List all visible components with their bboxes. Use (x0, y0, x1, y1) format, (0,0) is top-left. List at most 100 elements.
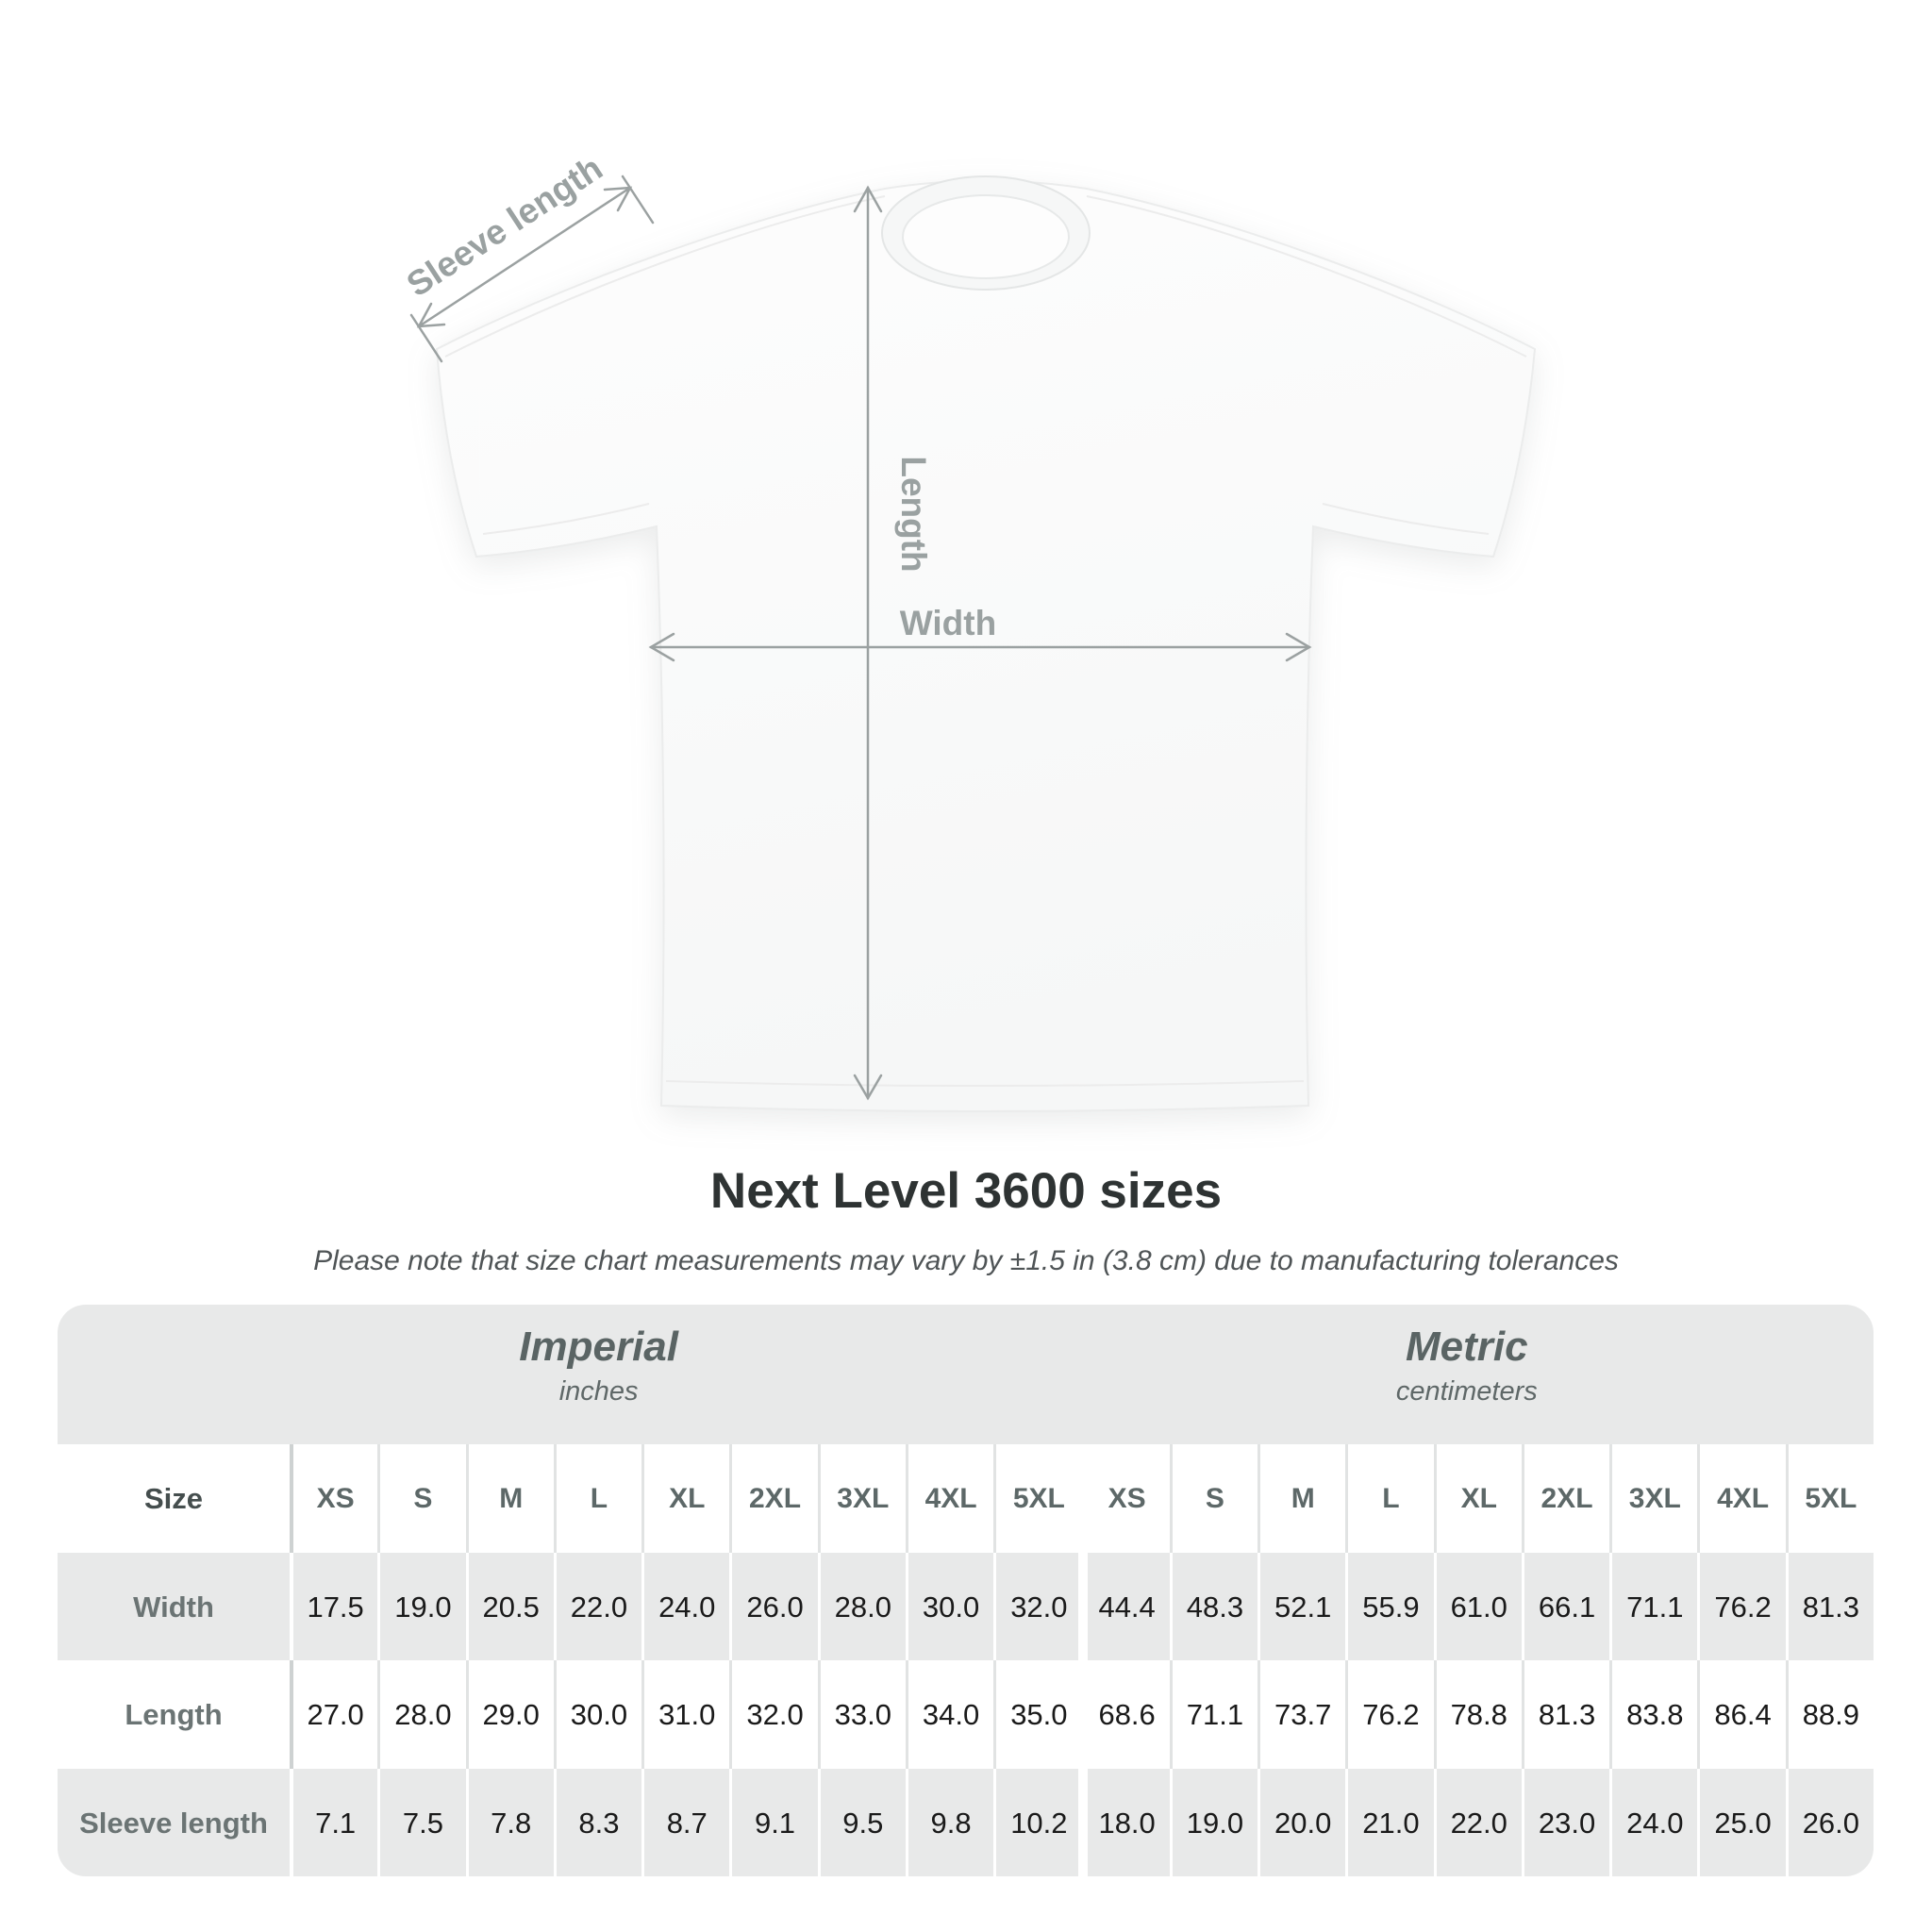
cell: 44.4 (1098, 1590, 1156, 1624)
cell: 28.0 (817, 1553, 906, 1660)
cell: 73.7 (1257, 1660, 1345, 1769)
cell: 22.0 (1433, 1769, 1522, 1876)
size-col-header: XS (290, 1444, 377, 1553)
cell: 31.0 (641, 1660, 729, 1769)
cell: 20.0 (1257, 1769, 1345, 1876)
cell: 27.0 (290, 1660, 377, 1769)
cell: 10.2 (993, 1769, 1081, 1876)
cell: 24.0 (1609, 1769, 1697, 1876)
unit-group-header: Imperial inches Metric centimeters (58, 1305, 1874, 1444)
cell: 22.0 (553, 1553, 641, 1660)
table-row-sizes: Size XS S M L XL 2XL 3XL 4XL 5XL XS S M … (58, 1444, 1874, 1553)
width-label: Width (900, 604, 996, 642)
tshirt-graphic (435, 175, 1537, 1112)
cell: 71.1 (1609, 1553, 1697, 1660)
size-col-header: 2XL (729, 1444, 817, 1553)
size-table: Imperial inches Metric centimeters Size … (58, 1305, 1874, 1876)
cell: 20.5 (465, 1553, 554, 1660)
sleeve-length-arrow (409, 175, 655, 363)
cell: 9.8 (905, 1769, 993, 1876)
size-col-header: S (377, 1444, 465, 1553)
size-col-header: S (1169, 1444, 1257, 1553)
cell: 61.0 (1433, 1553, 1522, 1660)
cell: 55.9 (1345, 1553, 1433, 1660)
unit-group-metric: Metric centimeters (1396, 1324, 1538, 1407)
row-label-length: Length (125, 1698, 223, 1731)
size-col-header: 4XL (1697, 1444, 1785, 1553)
table-row-length: Length 27.0 28.0 29.0 30.0 31.0 32.0 33.… (58, 1660, 1874, 1769)
cell: 9.5 (817, 1769, 906, 1876)
size-col-header: XS (1108, 1482, 1146, 1514)
cell: 7.5 (377, 1769, 465, 1876)
cell: 8.7 (641, 1769, 729, 1876)
cell: 32.0 (993, 1553, 1081, 1660)
cell: 19.0 (1169, 1769, 1257, 1876)
cell: 68.6 (1098, 1698, 1156, 1731)
cell: 78.8 (1433, 1660, 1522, 1769)
cell: 8.3 (553, 1769, 641, 1876)
cell: 26.0 (1785, 1769, 1874, 1876)
cell: 71.1 (1169, 1660, 1257, 1769)
cell: 35.0 (993, 1660, 1081, 1769)
size-col-header: L (553, 1444, 641, 1553)
table-row-width: Width 17.5 19.0 20.5 22.0 24.0 26.0 28.0… (58, 1553, 1874, 1660)
size-col-header: XL (641, 1444, 729, 1553)
cell: 19.0 (377, 1553, 465, 1660)
collar-inner (902, 194, 1070, 279)
cell: 33.0 (817, 1660, 906, 1769)
cell: 7.1 (290, 1769, 377, 1876)
cell: 24.0 (641, 1553, 729, 1660)
cell: 23.0 (1521, 1769, 1609, 1876)
size-col-header: M (465, 1444, 554, 1553)
size-header-label: Size (143, 1482, 204, 1515)
size-col-header: L (1345, 1444, 1433, 1553)
imperial-unit: inches (558, 1376, 639, 1407)
length-label: Length (894, 456, 933, 572)
cell: 76.2 (1697, 1553, 1785, 1660)
cell: 30.0 (553, 1660, 641, 1769)
cell: 48.3 (1169, 1553, 1257, 1660)
seam-lines (444, 195, 1527, 1087)
cell: 88.9 (1785, 1660, 1874, 1769)
metric-heading: Metric (1405, 1324, 1528, 1370)
tolerance-note: Please note that size chart measurements… (313, 1245, 1619, 1276)
cell: 17.5 (290, 1553, 377, 1660)
cell: 21.0 (1345, 1769, 1433, 1876)
width-arrow (648, 632, 1312, 662)
cell: 7.8 (465, 1769, 554, 1876)
cell: 86.4 (1697, 1660, 1785, 1769)
length-arrow (853, 185, 883, 1101)
cell: 52.1 (1257, 1553, 1345, 1660)
cell: 30.0 (905, 1553, 993, 1660)
imperial-heading: Imperial (519, 1324, 679, 1370)
cell: 81.3 (1521, 1660, 1609, 1769)
metric-unit: centimeters (1395, 1376, 1538, 1407)
cell: 28.0 (377, 1660, 465, 1769)
cell: 9.1 (729, 1769, 817, 1876)
size-col-header: 4XL (905, 1444, 993, 1553)
cell: 29.0 (465, 1660, 554, 1769)
tshirt-diagram: Width Length Sleeve length (400, 148, 1537, 1112)
cell: 26.0 (729, 1553, 817, 1660)
measurement-arrows (409, 175, 1312, 1101)
size-col-header: XL (1433, 1444, 1522, 1553)
size-col-header: 2XL (1521, 1444, 1609, 1553)
imperial-metric-divider (1078, 1444, 1088, 1876)
row-label-width: Width (133, 1590, 214, 1624)
unit-group-imperial: Imperial inches (519, 1324, 678, 1407)
cell: 66.1 (1521, 1553, 1609, 1660)
sleeve-length-label: Sleeve length (400, 148, 609, 304)
cell: 76.2 (1345, 1660, 1433, 1769)
cell: 25.0 (1697, 1769, 1785, 1876)
size-col-header: 5XL (1785, 1444, 1874, 1553)
size-col-header: 3XL (1609, 1444, 1697, 1553)
cell: 32.0 (729, 1660, 817, 1769)
table-row-sleeve-length: Sleeve length 7.1 7.5 7.8 8.3 8.7 9.1 9.… (58, 1769, 1874, 1876)
size-col-header: 5XL (993, 1444, 1081, 1553)
row-label-sleeve-length: Sleeve length (79, 1806, 268, 1840)
cell: 81.3 (1785, 1553, 1874, 1660)
size-col-header: M (1257, 1444, 1345, 1553)
cell: 34.0 (905, 1660, 993, 1769)
size-col-header: 3XL (817, 1444, 906, 1553)
